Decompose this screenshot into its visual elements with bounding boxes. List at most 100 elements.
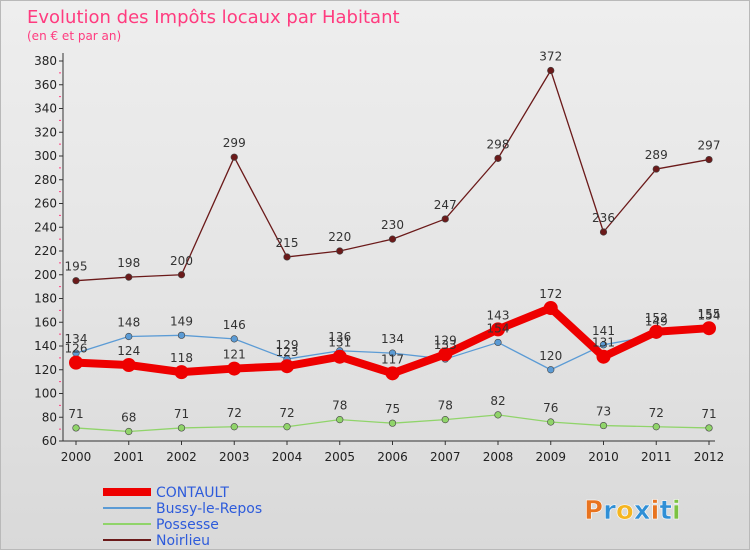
data-point-noirlieu — [494, 154, 502, 162]
x-tick-label: 2005 — [324, 450, 355, 464]
proxiti-logo: Proxiti — [584, 496, 681, 527]
data-point-noirlieu — [599, 228, 608, 236]
data-point-bussy-le-repos — [599, 341, 608, 349]
data-label-possesse: 73 — [596, 405, 611, 419]
data-point-bussy-le-repos — [125, 332, 133, 341]
data-point-contault — [543, 301, 558, 315]
data-label-possesse: 75 — [385, 402, 400, 416]
x-tick-label: 2007 — [430, 450, 461, 464]
data-label-possesse: 71 — [174, 407, 189, 421]
data-label-contault: 118 — [170, 351, 193, 365]
data-point-noirlieu — [177, 271, 186, 279]
data-label-bussy-le-repos: 134 — [381, 332, 404, 346]
y-tick-label: 180 — [34, 292, 57, 306]
data-label-noirlieu: 200 — [170, 254, 193, 268]
data-label-possesse: 71 — [68, 407, 83, 421]
y-tick-label: 220 — [34, 244, 57, 258]
data-label-possesse: 72 — [279, 406, 294, 420]
data-point-bussy-le-repos — [230, 335, 238, 343]
data-label-contault: 123 — [276, 345, 299, 359]
series-layer — [69, 66, 716, 436]
data-label-bussy-le-repos: 149 — [645, 314, 668, 328]
data-point-possesse — [652, 423, 660, 431]
data-label-possesse: 72 — [649, 406, 664, 420]
x-tick-label: 2011 — [641, 450, 672, 464]
data-label-noirlieu: 220 — [328, 230, 351, 244]
y-tick-label: 300 — [34, 149, 57, 163]
data-point-noirlieu — [388, 235, 397, 243]
data-label-contault: 152 — [645, 311, 668, 325]
data-point-possesse — [441, 416, 449, 424]
data-label-bussy-le-repos: 136 — [328, 330, 351, 344]
data-label-bussy-le-repos: 134 — [65, 332, 88, 346]
y-tick-label: 60 — [42, 434, 57, 448]
data-label-noirlieu: 372 — [539, 50, 562, 64]
data-point-bussy-le-repos — [177, 331, 186, 339]
x-tick-label: 2010 — [588, 450, 619, 464]
x-tick-label: 2006 — [377, 450, 408, 464]
y-tick-label: 140 — [34, 339, 57, 353]
y-tick-label: 320 — [34, 125, 57, 139]
data-point-noirlieu — [72, 277, 80, 285]
data-point-possesse — [283, 423, 291, 431]
data-label-possesse: 68 — [121, 411, 136, 425]
data-point-contault — [121, 358, 136, 372]
data-label-noirlieu: 297 — [698, 139, 721, 153]
data-label-bussy-le-repos: 120 — [539, 349, 562, 363]
y-tick-label: 80 — [42, 410, 57, 424]
data-label-bussy-le-repos: 141 — [592, 324, 615, 338]
data-point-possesse — [230, 423, 238, 431]
data-label-possesse: 78 — [438, 399, 453, 413]
data-label-possesse: 82 — [490, 394, 505, 408]
y-tick-label: 340 — [34, 102, 57, 116]
y-tick-label: 380 — [34, 54, 57, 68]
data-label-contault: 124 — [117, 344, 140, 358]
data-point-contault — [438, 347, 453, 362]
data-point-noirlieu — [547, 66, 555, 75]
data-label-noirlieu: 247 — [434, 198, 457, 212]
data-point-contault — [174, 365, 189, 380]
y-tick-label: 200 — [34, 268, 57, 282]
data-label-bussy-le-repos: 148 — [117, 316, 140, 330]
data-point-contault — [280, 359, 294, 374]
chart-title: Evolution des Impôts locaux par Habitant — [27, 7, 400, 28]
y-tick-label: 280 — [34, 173, 57, 187]
data-point-contault — [227, 361, 242, 376]
data-label-bussy-le-repos: 149 — [170, 314, 193, 328]
data-label-noirlieu: 230 — [381, 218, 404, 232]
data-label-possesse: 71 — [701, 407, 716, 421]
data-label-possesse: 76 — [543, 401, 558, 415]
data-point-bussy-le-repos — [547, 366, 555, 374]
legend-label-bussy-le-repos: Bussy-le-Repos — [156, 501, 262, 517]
data-label-noirlieu: 289 — [645, 148, 668, 162]
data-point-contault — [702, 321, 716, 336]
data-point-contault — [69, 355, 83, 370]
y-tick-label: 240 — [34, 220, 57, 234]
data-point-possesse — [72, 424, 80, 432]
x-tick-label: 2008 — [483, 450, 514, 464]
data-label-bussy-le-repos: 154 — [487, 321, 510, 335]
data-point-possesse — [547, 418, 555, 426]
data-point-noirlieu — [230, 153, 238, 161]
x-tick-label: 2000 — [61, 450, 92, 464]
data-point-noirlieu — [441, 215, 449, 223]
x-tick-label: 2009 — [535, 450, 566, 464]
x-tick-label: 2002 — [166, 450, 197, 464]
data-label-contault: 155 — [698, 307, 721, 321]
data-label-bussy-le-repos: 146 — [223, 318, 246, 332]
chart-subtitle: (en € et par an) — [27, 29, 121, 43]
x-tick-label: 2003 — [219, 450, 250, 464]
logo-text: Proxiti — [584, 496, 681, 526]
data-point-contault — [385, 366, 400, 381]
y-tick-label: 160 — [34, 315, 57, 329]
data-label-contault: 121 — [223, 348, 246, 362]
data-label-noirlieu: 215 — [276, 236, 299, 250]
data-label-contault: 131 — [328, 336, 351, 350]
data-label-contault: 117 — [381, 352, 404, 366]
y-tick-label: 260 — [34, 197, 57, 211]
x-tick-label: 2012 — [694, 450, 725, 464]
data-point-possesse — [705, 424, 713, 432]
data-labels: 195 198 200 299 215 220 230 247 298 372 236 289 297 7… — [65, 50, 721, 425]
